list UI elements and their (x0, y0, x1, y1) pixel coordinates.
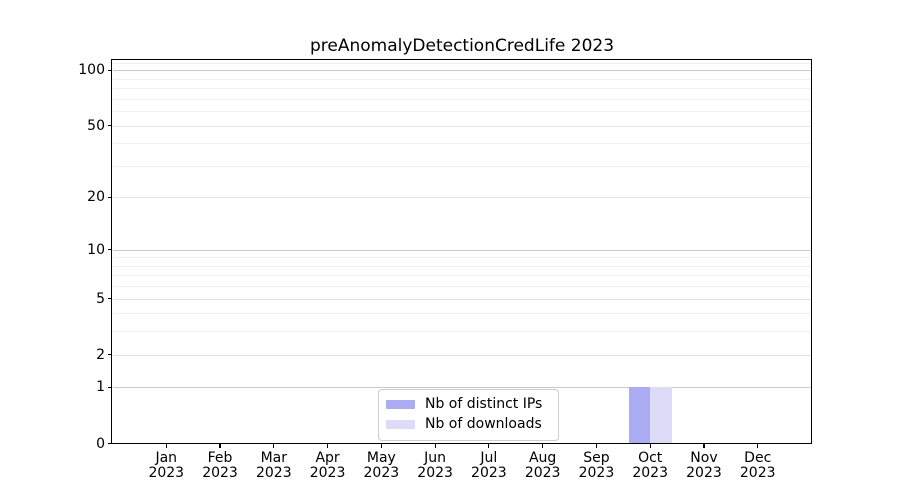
x-tick-month: Sep (583, 449, 610, 466)
x-tick-mark-nov (703, 443, 705, 448)
x-tick-month: Mar (260, 449, 287, 466)
x-tick-label-apr: Apr 2023 (296, 449, 360, 482)
x-tick-year: 2023 (148, 465, 185, 481)
gridline-y20 (112, 197, 812, 199)
x-tick-month: Jul (480, 449, 498, 466)
x-tick-year: 2023 (309, 465, 346, 481)
gridline-y1 (112, 387, 812, 389)
legend-item-distinct-ips: Nb of distinct IPs (386, 396, 550, 413)
y-tick-label-20: 20 (87, 189, 105, 206)
x-tick-label-dec: Dec 2023 (726, 449, 790, 482)
x-tick-label-jun: Jun 2023 (403, 449, 467, 482)
legend-label-distinct-ips: Nb of distinct IPs (425, 396, 543, 412)
x-tick-year: 2023 (524, 465, 561, 481)
gridline-y2 (112, 354, 812, 356)
y-tick-label-5: 5 (96, 290, 105, 307)
x-tick-mark-apr (326, 443, 329, 448)
x-tick-year: 2023 (202, 465, 238, 481)
minor-gridline-y3 (112, 331, 812, 333)
bar-nb-of-distinct-ips-oct-2023 (628, 387, 651, 444)
y-tick-label-10: 10 (87, 241, 105, 258)
y-tick-mark-0 (107, 442, 113, 445)
y-tick-label-0: 0 (96, 435, 105, 452)
minor-gridline-y8 (112, 265, 812, 267)
minor-gridline-y60 (112, 111, 812, 113)
x-tick-year: 2023 (471, 465, 507, 481)
legend: Nb of distinct IPs Nb of downloads (378, 389, 559, 441)
x-tick-label-jul: Jul 2023 (457, 449, 521, 482)
y-tick-label-1: 1 (96, 379, 105, 396)
minor-gridline-y4 (112, 313, 812, 315)
minor-gridline-y80 (112, 88, 812, 90)
y-tick-mark-100 (107, 69, 113, 71)
x-tick-month: Jan (155, 449, 178, 466)
x-tick-label-mar: Mar 2023 (242, 449, 306, 482)
x-tick-label-aug: Aug 2023 (511, 449, 575, 482)
y-tick-label-100: 100 (78, 62, 105, 79)
x-tick-label-oct: Oct 2023 (618, 449, 682, 482)
gridline-y100 (112, 70, 812, 72)
y-tick-mark-1 (107, 386, 113, 389)
x-tick-mark-feb (219, 443, 221, 448)
x-tick-year: 2023 (255, 465, 292, 481)
x-tick-mark-may (380, 443, 382, 448)
x-tick-label-may: May 2023 (349, 449, 413, 482)
gridline-y10 (112, 249, 812, 251)
x-tick-year: 2023 (363, 465, 400, 481)
gridline-y5 (112, 298, 812, 300)
gridline-y50 (112, 125, 812, 127)
x-tick-mark-jun (434, 443, 436, 448)
minor-gridline-y9 (112, 257, 812, 259)
x-tick-month: May (366, 449, 396, 466)
x-tick-label-jan: Jan 2023 (134, 449, 198, 482)
x-tick-year: 2023 (578, 465, 615, 481)
x-tick-label-sep: Sep 2023 (564, 449, 628, 482)
minor-gridline-y90 (112, 78, 812, 80)
legend-swatch-downloads (386, 419, 415, 430)
x-tick-mark-sep (595, 443, 597, 448)
x-tick-month: Apr (315, 449, 340, 466)
minor-gridline-y40 (112, 143, 812, 145)
x-tick-mark-jan (165, 443, 167, 448)
y-tick-mark-50 (107, 124, 113, 127)
legend-swatch-distinct-ips (386, 399, 415, 410)
legend-label-downloads: Nb of downloads (425, 416, 542, 432)
minor-gridline-y70 (112, 98, 812, 100)
x-tick-mark-aug (542, 443, 544, 448)
x-tick-month: Nov (690, 449, 718, 466)
x-tick-year: 2023 (739, 465, 776, 481)
legend-item-downloads: Nb of downloads (386, 416, 550, 433)
y-tick-mark-10 (107, 248, 113, 251)
x-tick-year: 2023 (686, 465, 722, 481)
y-tick-mark-5 (107, 298, 113, 300)
minor-gridline-y30 (112, 165, 812, 167)
minor-gridline-y6 (112, 286, 812, 288)
x-tick-label-feb: Feb 2023 (188, 449, 252, 482)
y-tick-mark-2 (107, 354, 113, 356)
x-tick-month: Feb (207, 449, 233, 466)
minor-gridline-y110 (112, 62, 812, 64)
y-tick-label-2: 2 (96, 346, 105, 363)
chart-title: preAnomalyDetectionCredLife 2023 (309, 36, 615, 56)
bar-nb-of-downloads-oct-2023 (650, 387, 672, 444)
x-tick-year: 2023 (417, 465, 453, 481)
x-tick-month: Oct (638, 449, 663, 466)
x-tick-mark-jul (488, 443, 490, 448)
x-tick-mark-dec (757, 443, 759, 448)
x-tick-month: Dec (744, 449, 772, 466)
x-tick-year: 2023 (632, 465, 668, 481)
x-tick-month: Jun (424, 449, 447, 466)
x-tick-label-nov: Nov 2023 (672, 449, 736, 482)
x-tick-month: Aug (528, 449, 557, 466)
plot-area (112, 61, 812, 444)
y-tick-label-50: 50 (87, 117, 105, 134)
x-tick-mark-oct (649, 443, 651, 448)
y-tick-mark-20 (107, 196, 113, 198)
minor-gridline-y7 (112, 275, 812, 277)
x-tick-mark-mar (273, 443, 275, 448)
